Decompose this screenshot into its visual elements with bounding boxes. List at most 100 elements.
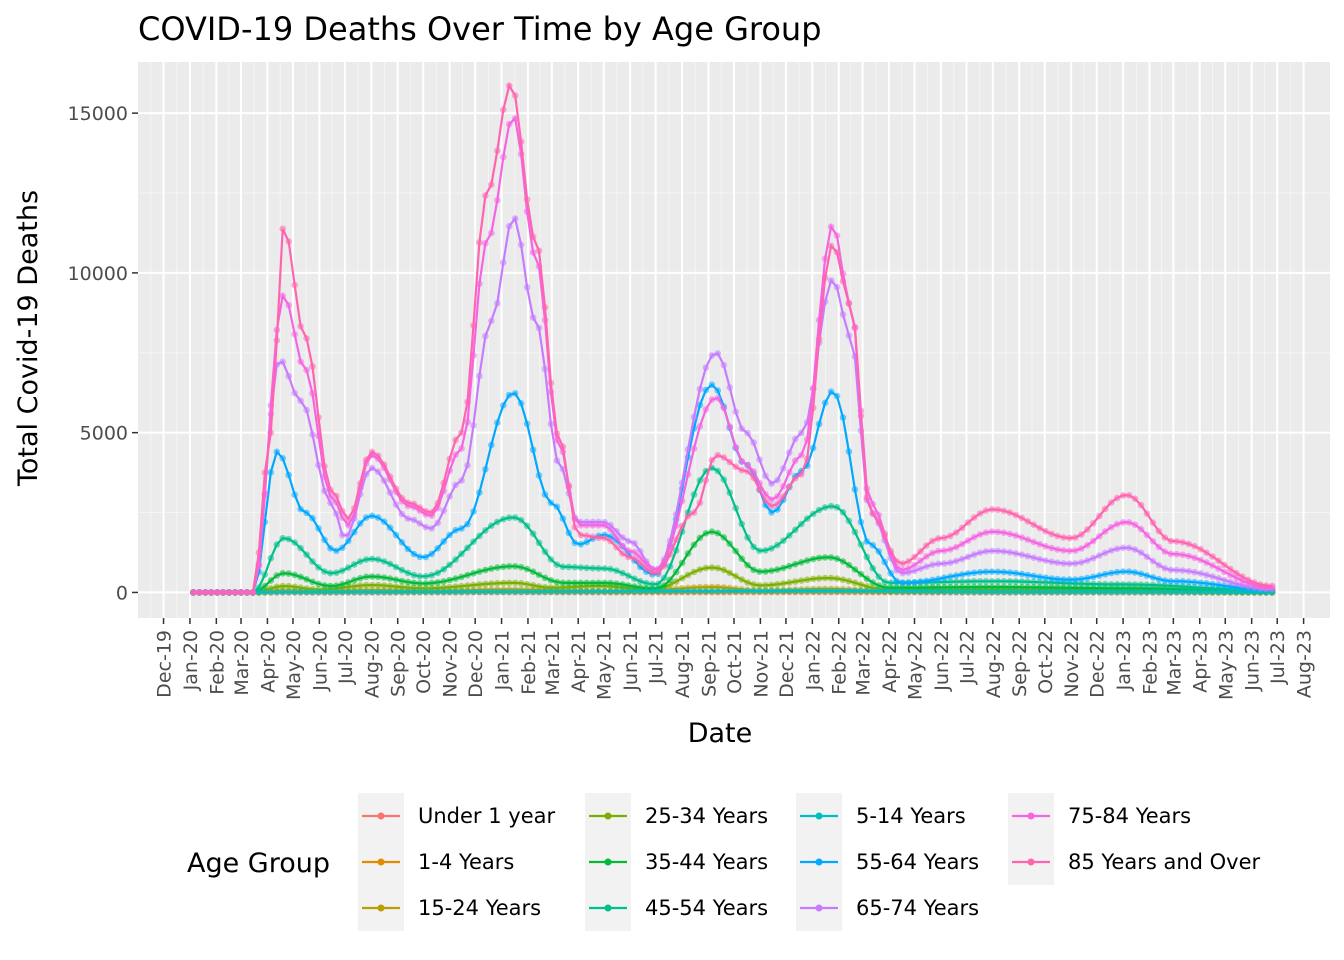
data-point [911, 561, 918, 569]
data-point [845, 517, 853, 525]
data-point [637, 559, 644, 567]
data-point [505, 579, 513, 587]
data-point [893, 558, 900, 565]
data-point [470, 322, 477, 329]
data-point [684, 550, 692, 557]
data-point [875, 573, 882, 581]
data-point [1018, 588, 1026, 596]
data-point [982, 548, 990, 555]
data-point [1084, 580, 1091, 588]
x-tick-label: Jun-22 [931, 630, 953, 692]
data-point [452, 451, 459, 459]
data-point [583, 522, 590, 529]
data-point [207, 589, 215, 596]
data-point [1048, 530, 1055, 538]
data-point [1054, 546, 1061, 553]
data-point [1024, 536, 1031, 543]
data-point [517, 563, 525, 571]
data-point [899, 566, 906, 574]
data-point [607, 588, 614, 595]
data-point [1143, 510, 1151, 517]
data-point [869, 587, 877, 595]
data-point [500, 563, 507, 571]
data-point [505, 588, 513, 596]
data-point [768, 509, 775, 516]
data-point [488, 588, 495, 596]
data-point [982, 583, 990, 591]
x-tick-label: Jun-21 [620, 630, 642, 692]
data-point [815, 575, 823, 582]
data-point [261, 589, 269, 596]
data-point [273, 583, 281, 591]
data-point [1245, 576, 1252, 584]
data-point [1197, 588, 1204, 596]
data-point [458, 525, 465, 532]
data-point [410, 516, 418, 524]
data-point [440, 566, 448, 573]
data-point [947, 588, 954, 596]
data-point [547, 379, 555, 387]
data-point [809, 444, 817, 452]
data-point [392, 583, 400, 590]
data-point [345, 537, 352, 545]
data-point [1155, 561, 1163, 569]
data-point [327, 569, 334, 577]
legend-key-point [815, 812, 823, 820]
data-point [1227, 578, 1234, 586]
data-point [1119, 588, 1127, 596]
data-point [404, 588, 412, 596]
data-point [935, 588, 942, 595]
x-tick-label: May-23 [1215, 630, 1237, 700]
data-point [827, 587, 835, 595]
x-tick-label: Feb-23 [1139, 630, 1161, 695]
data-point [500, 579, 507, 587]
data-point [732, 504, 739, 512]
data-point [446, 531, 453, 539]
data-point [517, 138, 525, 145]
data-point [279, 292, 287, 300]
data-point [1233, 589, 1240, 596]
data-point [821, 274, 829, 282]
data-point [702, 587, 710, 595]
data-point [1256, 581, 1264, 588]
data-point [678, 479, 686, 487]
data-point [988, 578, 996, 585]
data-point [631, 588, 638, 595]
data-point [374, 556, 382, 563]
data-point [297, 323, 304, 330]
data-point [362, 588, 370, 596]
data-point [762, 472, 769, 480]
data-point [303, 551, 310, 558]
data-point [362, 456, 370, 464]
data-point [488, 565, 495, 572]
data-point [678, 587, 686, 595]
data-point [553, 457, 561, 464]
data-point [1042, 527, 1049, 535]
data-point [774, 581, 781, 588]
x-tick-label: Mar-22 [853, 630, 875, 696]
data-point [714, 350, 722, 357]
data-point [1197, 579, 1204, 587]
data-point [1161, 548, 1169, 555]
data-point [947, 578, 954, 586]
data-point [780, 564, 787, 572]
data-point [535, 324, 543, 332]
data-point [708, 396, 716, 403]
data-point [303, 588, 310, 596]
data-point [976, 549, 984, 556]
data-point [321, 588, 328, 596]
data-point [780, 493, 787, 500]
data-point [613, 534, 620, 541]
data-point [756, 582, 763, 589]
data-point [410, 579, 418, 587]
data-point [690, 413, 698, 421]
data-point [1167, 550, 1175, 558]
legend-item: 25-34 Years [585, 793, 768, 839]
x-tick-label: Dec-19 [154, 630, 176, 698]
data-point [1000, 568, 1008, 576]
data-point [434, 579, 442, 586]
data-point [619, 581, 626, 588]
data-point [649, 569, 656, 576]
data-point [1060, 560, 1067, 567]
data-point [1060, 588, 1067, 596]
